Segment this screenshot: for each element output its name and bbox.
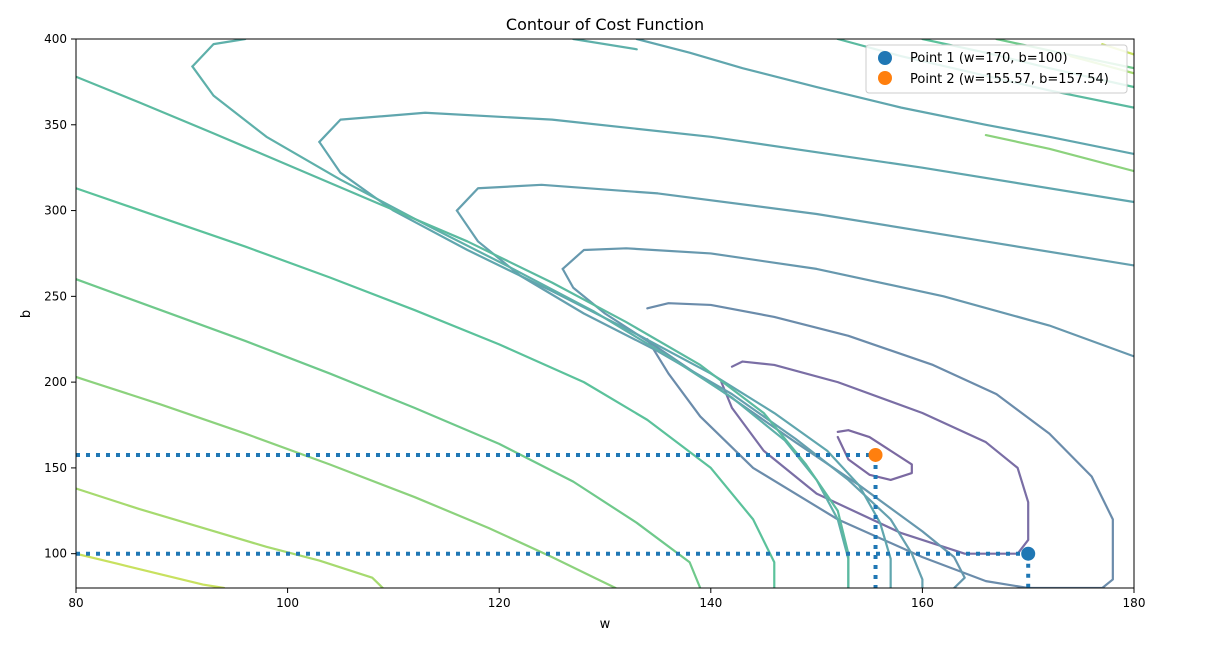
contour-line-23 [984,133,1134,173]
contour-line-15 [76,375,617,588]
y-axis-ticks: 100 150 200 250 300 350 400 [44,32,76,561]
contour-lines [76,39,1134,588]
y-tick-label-350: 350 [44,118,67,132]
legend-marker-point-1 [878,51,892,65]
y-tick-label-400: 400 [44,32,67,46]
y-tick-label-300: 300 [44,204,67,218]
y-tick-label-250: 250 [44,289,67,303]
point-2-marker [868,447,883,462]
contour-line-1 [836,429,913,482]
contour-line-17 [76,552,226,588]
contour-line-11 [191,65,850,588]
dotted-guide-lines [76,452,1031,588]
contour-line-18 [635,39,1134,156]
x-tick-label-180: 180 [1123,596,1146,610]
x-tick-label-140: 140 [699,596,722,610]
contour-line-14 [76,278,702,588]
legend-label-point-2: Point 2 (w=155.57, b=157.54) [910,72,1109,87]
y-axis-label: b [19,310,34,318]
y-tick-label-100: 100 [44,547,67,561]
x-tick-label-160: 160 [911,596,934,610]
contour-line-16 [76,487,384,588]
contour-line-8 [318,111,1134,204]
contour-line-9 [318,140,892,588]
contour-line-13 [76,187,776,588]
x-tick-label-100: 100 [276,596,299,610]
data-points [868,447,1036,561]
legend-label-point-1: Point 1 (w=170, b=100) [910,51,1068,66]
contour-line-4 [561,247,1134,358]
contour-line-7 [455,209,924,588]
contour-line-10 [191,39,247,68]
legend: Point 1 (w=170, b=100) Point 2 (w=155.57… [865,44,1128,94]
x-tick-label-120: 120 [488,596,511,610]
contour-line-19 [572,39,638,51]
contour-line-3 [646,302,1114,588]
chart-title: Contour of Cost Function [506,15,704,34]
x-axis-label: w [600,617,611,632]
plot-frame [75,38,1135,589]
point-1-marker [1021,546,1036,561]
legend-marker-point-2 [878,71,892,85]
y-tick-label-200: 200 [44,375,67,389]
y-tick-label-150: 150 [44,461,67,475]
legend-box [865,44,1128,94]
contour-line-6 [455,183,1134,267]
contour-line-12 [76,75,850,588]
x-tick-label-80: 80 [68,596,83,610]
x-axis-ticks: 80 100 120 140 160 180 [68,588,1145,610]
contour-line-2 [720,360,1030,555]
